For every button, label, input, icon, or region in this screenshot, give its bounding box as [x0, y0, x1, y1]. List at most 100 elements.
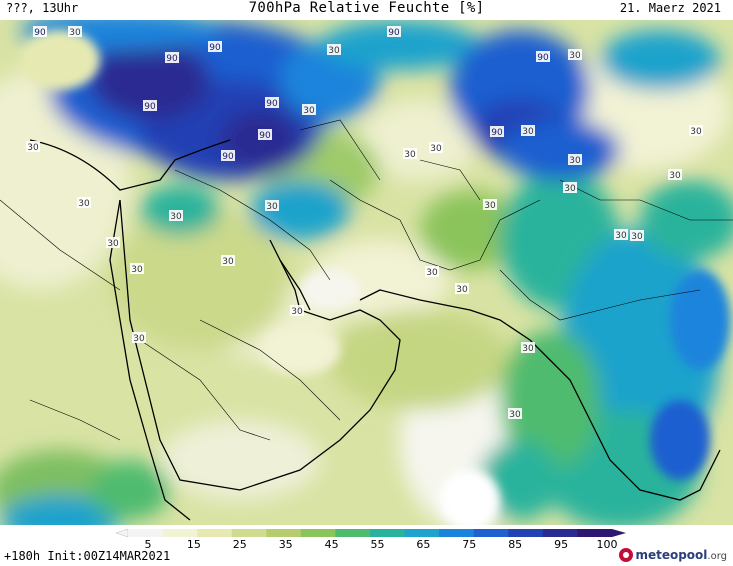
colorbar-tick-label: 25	[232, 538, 247, 551]
brand-name-suffix: .org	[707, 551, 727, 562]
contour-label: 30	[569, 51, 581, 61]
colorbar-tick-label: 100	[596, 538, 618, 551]
colorbar-tick-label: 85	[508, 538, 523, 551]
humidity-map-svg: 90 90 90 90 90 90 90 90 90 90 30 30 30 30 30 30 30 30 30 30…	[0, 20, 733, 525]
contour-label-bg	[563, 182, 577, 193]
colorbar-cell	[300, 529, 336, 537]
colorbar-tick-label: 15	[186, 538, 201, 551]
contour-label: 30	[170, 212, 182, 222]
humidity-detail	[20, 30, 730, 525]
colorbar-cell	[266, 529, 302, 537]
contour-label: 30	[690, 127, 702, 137]
colorbar-min-arrow	[115, 528, 129, 538]
contour-label: 30	[522, 127, 534, 137]
colorbar-cell	[508, 529, 544, 537]
contour-label: 30	[222, 257, 234, 267]
contour-label-bg	[258, 129, 272, 140]
colorbar-cell	[577, 529, 613, 537]
contour-label-bg	[568, 154, 582, 165]
map-footer: 5 15 25 35 45 55 65 75 85 95 100 +180h Init:00Z14M…	[0, 525, 733, 566]
contour-label: 30	[303, 106, 315, 116]
contour-label: 90	[266, 99, 278, 109]
contour-label: 30	[78, 199, 90, 209]
contour-label-bg	[221, 150, 235, 161]
contour-label-bg	[290, 305, 304, 316]
contour-label-bg	[483, 199, 497, 210]
contour-label-bg	[668, 169, 682, 180]
colorbar-tick-label: 45	[324, 538, 339, 551]
contour-label-bg	[568, 49, 582, 60]
colorbar-cell	[473, 529, 509, 537]
brand-name: meteopool.org	[635, 548, 727, 562]
contour-label-bg	[536, 51, 550, 62]
contour-label: 90	[166, 54, 178, 64]
brand-name-main: meteopool	[635, 548, 708, 562]
map-title: 700hPa Relative Feuchte [%]	[248, 0, 485, 16]
contour-label: 30	[509, 410, 521, 420]
colorbar-cell	[370, 529, 406, 537]
contour-label-bg	[521, 342, 535, 353]
contour-label: 90	[259, 131, 271, 141]
colorbar-cell	[404, 529, 440, 537]
contour-label: 30	[328, 46, 340, 56]
contour-label-bg	[302, 104, 316, 115]
contour-label-bg	[106, 237, 120, 248]
contour-label: 30	[456, 285, 468, 295]
contour-label: 30	[69, 28, 81, 38]
colorbar	[115, 528, 626, 538]
contour-label: 90	[388, 28, 400, 38]
contour-label-bg	[221, 255, 235, 266]
contour-label: 30	[133, 334, 145, 344]
colorbar-tick-label: 95	[554, 538, 569, 551]
colorbar-cell	[231, 529, 267, 537]
colorbar-cell	[197, 529, 233, 537]
contour-label: 30	[430, 144, 442, 154]
country-borders	[0, 119, 733, 441]
contour-label: 30	[669, 171, 681, 181]
valid-time-label: ???, 13Uhr	[6, 1, 79, 15]
colorbar-tick-label: 75	[462, 538, 477, 551]
contour-label-bg	[508, 408, 522, 419]
contour-label: 30	[569, 156, 581, 166]
colorbar-tick-label: 55	[370, 538, 385, 551]
contour-label-bg	[132, 332, 146, 343]
colorbar-cell	[542, 529, 578, 537]
valid-date-label: 21. Maerz 2021	[619, 1, 721, 15]
contour-label: 30	[107, 239, 119, 249]
contour-label-bg	[26, 141, 40, 152]
contour-label-bg	[143, 100, 157, 111]
contour-label: 30	[426, 268, 438, 278]
contour-label: 30	[631, 232, 643, 242]
contour-label: 30	[484, 201, 496, 211]
contour-label: 90	[537, 53, 549, 63]
contour-label-bg	[130, 263, 144, 274]
meteopool-logo-icon	[619, 548, 634, 562]
init-time-label: +180h Init:00Z14MAR2021	[4, 549, 171, 563]
contour-labels: 90 90 90 90 90 90 90 90 90 90 30 30 30 30 30 30 30 30 30 30…	[26, 26, 703, 420]
contour-label-bg	[327, 44, 341, 55]
contour-label-bg	[630, 230, 644, 241]
colorbar-cell	[162, 529, 198, 537]
contour-label: 90	[491, 128, 503, 138]
contour-label: 30	[522, 344, 534, 354]
colorbar-tick-label: 35	[278, 538, 293, 551]
colorbar-cell	[335, 529, 371, 537]
contour-label: 30	[131, 265, 143, 275]
contour-label-bg	[33, 26, 47, 37]
colorbar-max-arrow	[612, 529, 626, 537]
contour-label: 30	[615, 231, 627, 241]
contour-label: 90	[144, 102, 156, 112]
contour-label: 90	[34, 28, 46, 38]
humidity-map: 90 90 90 90 90 90 90 90 90 90 30 30 30 30 30 30 30 30 30 30…	[0, 20, 733, 525]
contour-label-bg	[387, 26, 401, 37]
contour-label: 30	[564, 184, 576, 194]
contour-label: 30	[291, 307, 303, 317]
contour-label-bg	[77, 197, 91, 208]
contour-label-bg	[265, 97, 279, 108]
contour-label-bg	[169, 210, 183, 221]
contour-label-bg	[614, 229, 628, 240]
contour-label: 90	[222, 152, 234, 162]
contour-label-bg	[425, 266, 439, 277]
contour-label-bg	[490, 126, 504, 137]
contour-label-bg	[68, 26, 82, 37]
